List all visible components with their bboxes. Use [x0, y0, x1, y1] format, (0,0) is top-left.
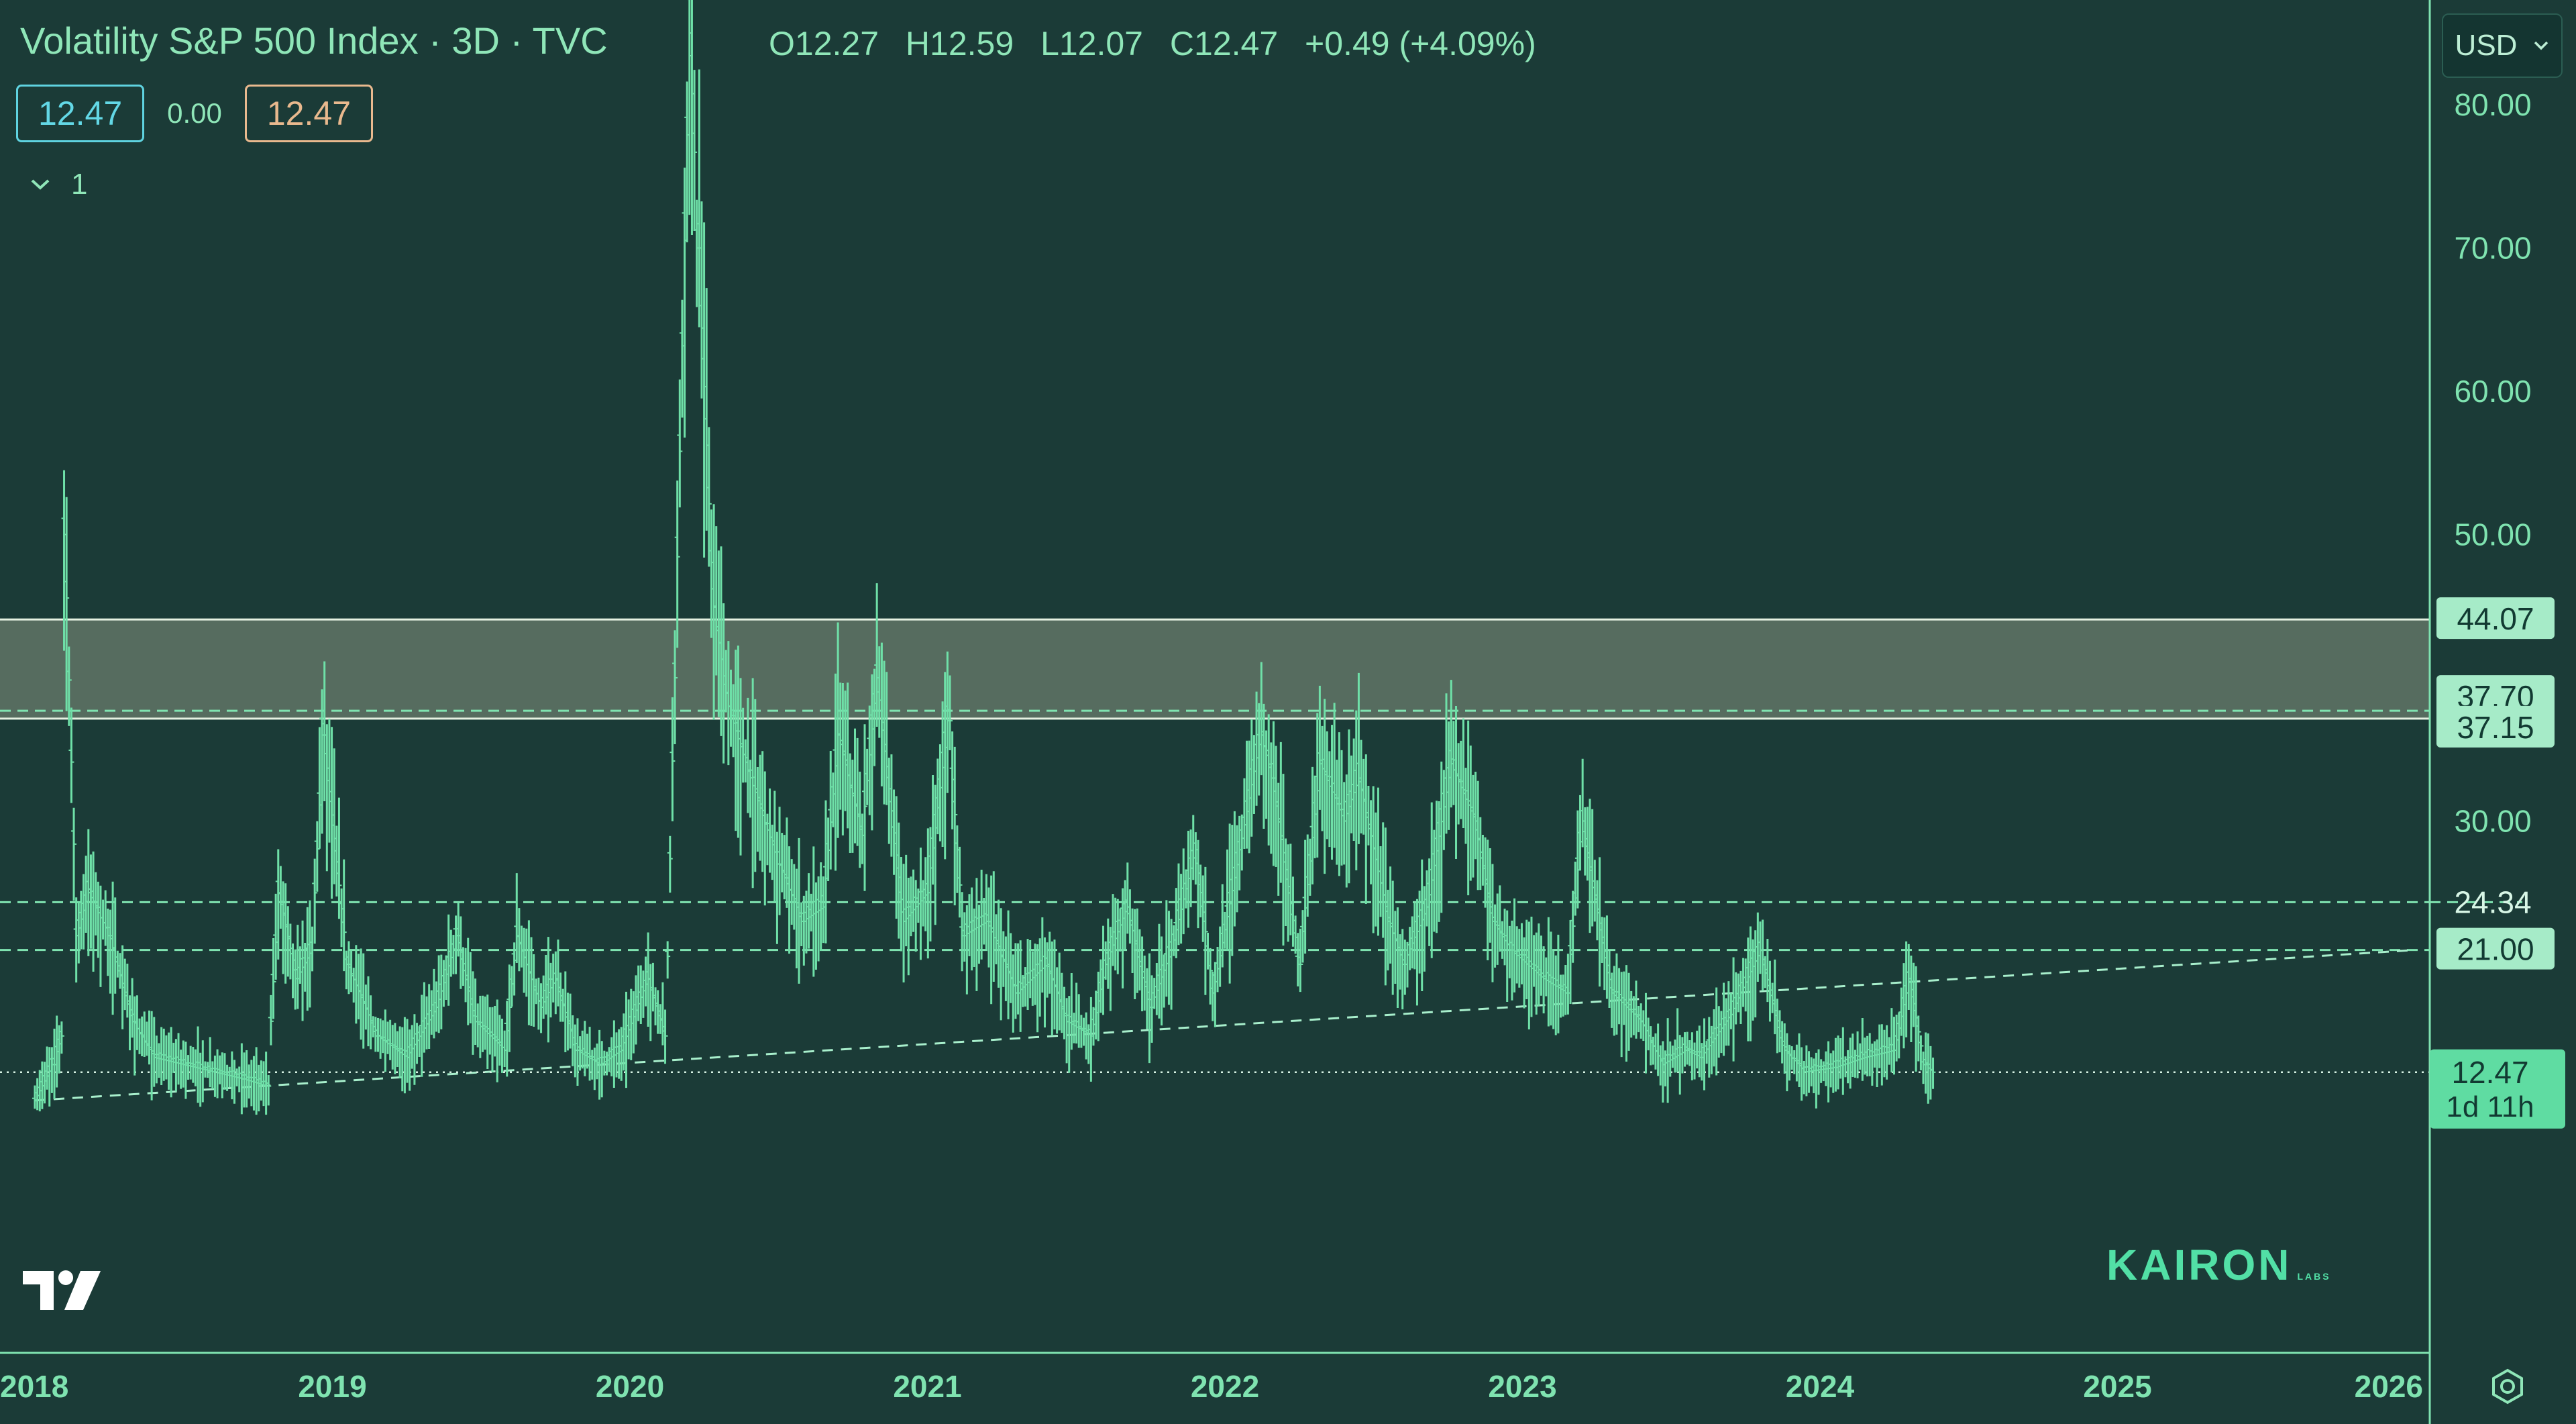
- y-tick-label: 70.00: [2454, 231, 2531, 266]
- shaded-zone-0: [0, 619, 2430, 719]
- chevron-down-icon: [2534, 41, 2548, 50]
- x-tick-label: 2021: [893, 1369, 961, 1404]
- x-tick-label: 2026: [2355, 1369, 2423, 1404]
- last-price-tag: [2430, 1049, 2565, 1129]
- x-tick-label: 2025: [2083, 1369, 2151, 1404]
- bar-countdown: 1d 11h: [2446, 1090, 2534, 1123]
- ohlc-close: C12.47: [1169, 25, 1279, 62]
- sell-price-chip[interactable]: 12.47: [16, 85, 145, 142]
- indicators-count: 1: [71, 168, 88, 201]
- indicators-toggle[interactable]: 1: [30, 168, 87, 201]
- brand-name: KAIRON: [2106, 1241, 2292, 1289]
- x-tick-label: 2022: [1191, 1369, 1259, 1404]
- x-tick-label: 2024: [1786, 1369, 1855, 1404]
- level-tag: [2436, 597, 2555, 640]
- settings-icon[interactable]: [2487, 1366, 2528, 1407]
- y-tick-label: 80.00: [2454, 87, 2531, 122]
- brand-watermark: KAIRON LABS: [2106, 1240, 2331, 1290]
- price-chips: 12.47 0.00 12.47: [16, 85, 373, 142]
- chart-title: Volatility S&P 500 Index · 3D · TVC: [20, 19, 608, 62]
- currency-label: USD: [2455, 29, 2518, 62]
- level-tag: [2436, 927, 2555, 970]
- y-tick-label: 30.00: [2454, 804, 2531, 839]
- x-tick-label: 2019: [298, 1369, 366, 1404]
- level-tag: [2436, 705, 2555, 748]
- ohlc-high: H12.59: [905, 25, 1014, 62]
- chevron-down-icon: [31, 179, 50, 190]
- trendline-0: [34, 949, 2416, 1102]
- ohlc-low: L12.07: [1040, 25, 1143, 62]
- y-tick-label: 50.00: [2454, 517, 2531, 552]
- brand-sub: LABS: [2297, 1271, 2331, 1282]
- ohlc-readout: O12.27 H12.59 L12.07 C12.47 +0.49 (+4.09…: [769, 24, 1554, 63]
- y-tick-label: 60.00: [2454, 374, 2531, 409]
- spread-value: 0.00: [167, 97, 222, 129]
- x-tick-label: 2023: [1488, 1369, 1556, 1404]
- last-price-label: 12.47: [2451, 1055, 2528, 1090]
- level-label: 21.00: [2457, 932, 2534, 967]
- level-label: 44.07: [2457, 601, 2534, 636]
- level-label: 37.15: [2457, 710, 2534, 745]
- tradingview-logo[interactable]: [20, 1268, 103, 1313]
- ohlc-change: +0.49 (+4.09%): [1305, 25, 1536, 62]
- x-tick-label: 2020: [596, 1369, 664, 1404]
- level-label: 24.34: [2454, 884, 2531, 919]
- buy-price-chip[interactable]: 12.47: [244, 85, 373, 142]
- ohlc-open: O12.27: [769, 25, 879, 62]
- x-tick-label: 2018: [0, 1369, 68, 1404]
- currency-select[interactable]: USD: [2442, 13, 2563, 78]
